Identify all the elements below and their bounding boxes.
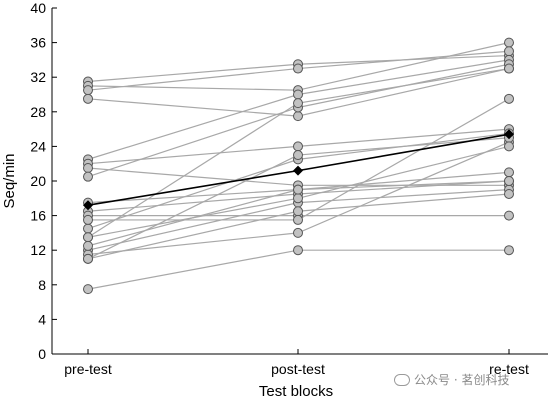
x-tick-label: pre-test: [64, 361, 112, 377]
subject-point: [504, 176, 514, 186]
x-axis-ticks: pre-test post-test re-test: [64, 349, 529, 377]
subject-point: [83, 171, 93, 182]
y-tick-label: 0: [38, 346, 46, 362]
mean-series: [83, 129, 514, 211]
subject-point: [504, 188, 514, 199]
x-axis-title: Test blocks: [259, 383, 333, 400]
y-tick-label: 36: [30, 35, 46, 51]
y-tick-label: 8: [38, 277, 46, 293]
subject-point: [83, 163, 93, 174]
subject-point: [83, 214, 93, 225]
subject-point: [293, 227, 303, 238]
subject-point: [83, 253, 93, 264]
y-axis-title: Seq/min: [1, 153, 18, 208]
subject-line: [87, 249, 509, 290]
watermark-text: 公众号 · 茗创科技: [414, 373, 510, 387]
mean-point: [293, 165, 303, 176]
subject-point: [504, 93, 514, 104]
subject-point: [293, 89, 303, 100]
y-tick-label: 12: [30, 242, 46, 258]
subject-point: [504, 245, 514, 256]
subject-point: [504, 37, 514, 48]
subject-point: [293, 206, 303, 217]
watermark: 公众号 · 茗创科技: [394, 371, 509, 388]
mean-point: [83, 200, 93, 211]
y-tick-label: 4: [38, 311, 46, 327]
subject-point: [293, 111, 303, 122]
subject-point: [293, 245, 303, 256]
subject-point: [504, 63, 514, 74]
subject-point: [504, 141, 514, 152]
wechat-icon: [394, 373, 410, 386]
y-tick-label: 24: [30, 138, 46, 154]
subject-point: [83, 232, 93, 243]
subject-series: [83, 37, 514, 295]
subject-point: [83, 223, 93, 234]
subject-point: [293, 184, 303, 195]
subject-point: [293, 193, 303, 204]
subject-point: [293, 63, 303, 74]
y-tick-label: 32: [30, 69, 46, 85]
subject-point: [504, 46, 514, 57]
subject-point: [293, 98, 303, 109]
y-tick-label: 40: [30, 0, 46, 16]
subject-point: [83, 85, 93, 96]
subject-point: [83, 240, 93, 251]
y-axis-ticks: 0 4 8 12 16 20 24 28 32 36 40: [30, 0, 57, 362]
x-tick-label: post-test: [271, 361, 325, 377]
subject-point: [293, 141, 303, 152]
subject-point: [504, 210, 514, 221]
y-tick-label: 20: [30, 173, 46, 189]
x-tick-label: re-test: [489, 361, 529, 377]
subject-point: [293, 150, 303, 161]
y-tick-label: 28: [30, 104, 46, 120]
mean-point: [504, 129, 514, 140]
subject-point: [83, 284, 93, 295]
subject-point: [83, 93, 93, 104]
y-tick-label: 16: [30, 208, 46, 224]
subject-point: [293, 214, 303, 225]
subject-point: [504, 167, 514, 178]
